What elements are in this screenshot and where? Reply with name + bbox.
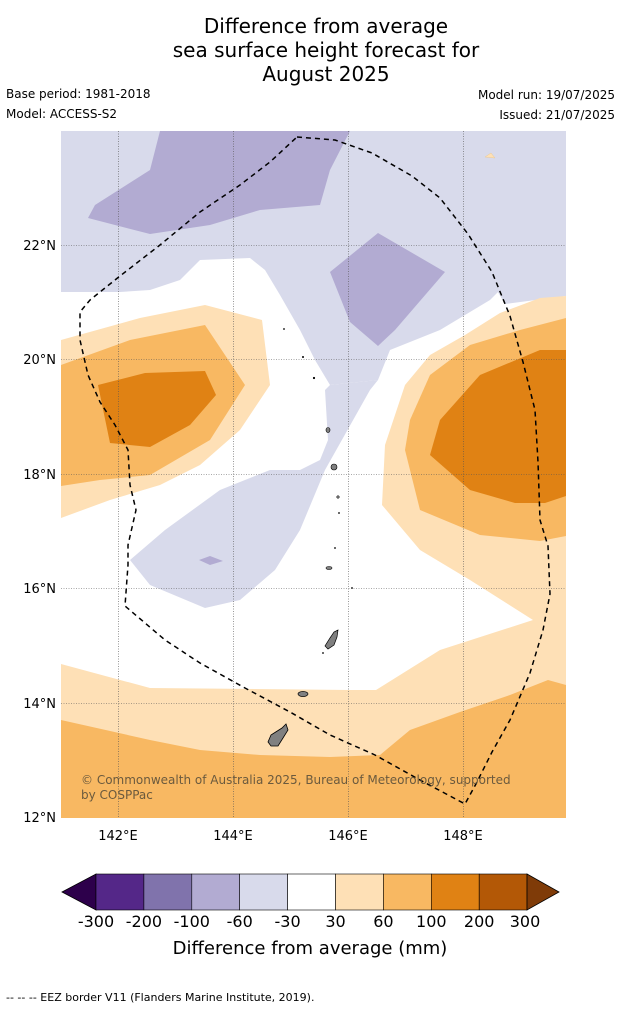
island-guam — [267, 723, 289, 747]
island-marcus-region — [484, 152, 496, 159]
lon-label-146E: 146°E — [328, 829, 368, 844]
contour-negative-medium-east — [330, 233, 445, 346]
contour-negative-light-central — [130, 380, 378, 608]
colorbar-tick-30: 30 — [325, 912, 345, 931]
island-anatahan — [325, 566, 333, 570]
gridlines — [61, 131, 566, 818]
lon-label-144E: 144°E — [213, 829, 253, 844]
island-small-3 — [334, 547, 336, 549]
contour-west-100 — [98, 371, 216, 447]
lon-label-142E: 142°E — [98, 829, 138, 844]
colorbar-tick-200: 200 — [464, 912, 495, 931]
colorbar-segment-2 — [143, 873, 193, 911]
colorbar-segment-5 — [287, 873, 336, 911]
colorbar-segment-3 — [191, 873, 241, 911]
lat-label-12N: 12°N — [23, 811, 56, 826]
lat-label-16N: 16°N — [23, 582, 56, 597]
island-small-1 — [336, 495, 340, 499]
colorbar-tick-minus200: -200 — [126, 912, 162, 931]
map-title: Difference from average sea surface heig… — [0, 14, 621, 86]
colorbar-segment-1 — [95, 873, 145, 911]
contour-negative-medium-north — [88, 131, 350, 234]
title-line-1: Difference from average — [203, 14, 449, 38]
lon-label-148E: 148°E — [443, 829, 483, 844]
island-small-6 — [283, 328, 285, 330]
colorbar-tick-minus30: -30 — [275, 912, 301, 931]
colorbar: -300 -200 -100 -60 -30 30 60 100 200 300… — [61, 873, 560, 959]
colorbar-tick-minus100: -100 — [174, 912, 210, 931]
contour-negative-medium-patch — [199, 556, 223, 565]
island-small-4 — [312, 376, 316, 380]
island-small-5 — [302, 356, 304, 358]
issued-label: Issued: 21/07/2025 — [499, 108, 615, 122]
island-pagan — [330, 463, 338, 471]
base-period-label: Base period: 1981-2018 — [6, 87, 151, 101]
colorbar-extend-high — [526, 873, 560, 911]
lat-label-14N: 14°N — [23, 697, 56, 712]
model-run-label: Model run: 19/07/2025 — [477, 88, 615, 102]
contour-layer — [61, 131, 566, 818]
island-small-2 — [338, 512, 340, 514]
island-small-8 — [322, 652, 324, 654]
model-label: Model: ACCESS-S2 — [6, 107, 118, 121]
colorbar-segment-9 — [478, 873, 528, 911]
copyright-line-1: © Commonwealth of Australia 2025, Bureau… — [81, 773, 511, 787]
title-line-3: August 2025 — [262, 62, 390, 86]
title-line-2: sea surface height forecast for — [172, 38, 480, 62]
colorbar-segment-7 — [383, 873, 432, 911]
colorbar-tick-100: 100 — [416, 912, 447, 931]
contour-east-100 — [430, 350, 566, 503]
island-agrihan — [325, 427, 331, 433]
eez-legend-note: -- -- -- EEZ border V11 (Flanders Marine… — [6, 991, 315, 1004]
colorbar-extend-low — [61, 873, 97, 911]
colorbar-tick-60: 60 — [373, 912, 393, 931]
colorbar-segment-6 — [335, 873, 384, 911]
colorbar-title: Difference from average (mm) — [173, 938, 448, 959]
colorbar-segment-8 — [430, 873, 480, 911]
lat-label-20N: 20°N — [23, 353, 56, 368]
island-saipan — [324, 629, 339, 650]
colorbar-tick-minus60: -60 — [227, 912, 253, 931]
island-rota — [297, 691, 309, 697]
copyright-line-2: by COSPPac — [81, 788, 153, 802]
colorbar-tick-minus300: -300 — [78, 912, 114, 931]
colorbar-segment-4 — [239, 873, 288, 911]
colorbar-tick-300: 300 — [510, 912, 541, 931]
lat-label-18N: 18°N — [23, 468, 56, 483]
contour-south-60 — [61, 680, 566, 818]
lat-label-22N: 22°N — [23, 239, 56, 254]
